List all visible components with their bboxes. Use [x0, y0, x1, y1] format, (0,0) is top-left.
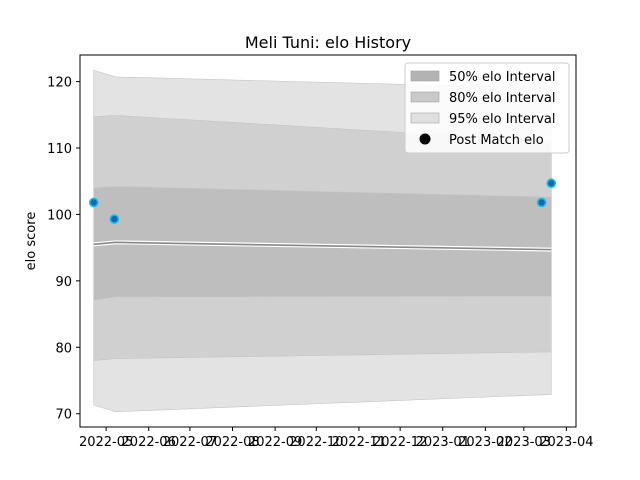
y-axis-label: elo score — [24, 212, 39, 271]
legend-marker — [419, 133, 431, 145]
x-tick-label: 2022-08 — [205, 435, 259, 450]
legend-label: 80% elo Interval — [449, 91, 556, 106]
x-tick-label: 2022-09 — [248, 435, 302, 450]
legend-label: 95% elo Interval — [449, 112, 556, 127]
legend: 50% elo Interval 80% elo Interval 95% elo … — [404, 62, 570, 154]
legend-swatch — [410, 112, 440, 124]
post-match-elo-point — [546, 178, 557, 189]
x-tick-label: 2023-02 — [458, 435, 512, 450]
x-tick-label: 2023-04 — [539, 435, 593, 450]
x-tick-label: 2022-06 — [122, 435, 176, 450]
legend-label: Post Match elo — [449, 133, 544, 148]
x-tick-label: 2022-05 — [79, 435, 133, 450]
post-match-elo-point — [109, 214, 120, 224]
plot-area — [88, 69, 557, 413]
axes-frame — [79, 54, 577, 428]
legend-swatch — [410, 91, 440, 103]
mean-line — [93, 241, 552, 251]
band-50-interval — [93, 186, 552, 301]
legend-box — [404, 62, 570, 154]
x-tick-label: 2022-10 — [289, 435, 343, 450]
x-tick-label: 2023-01 — [416, 435, 470, 450]
y-tick-label: 90 — [55, 275, 72, 290]
y-tick-label: 100 — [47, 208, 72, 223]
x-tick-label: 2022-11 — [332, 435, 386, 450]
y-tick-label: 120 — [47, 76, 72, 91]
y-tick-label: 70 — [55, 408, 72, 423]
y-axis: 70 80 90 100 110 120 — [47, 76, 80, 423]
post-match-elo-point — [536, 197, 547, 208]
y-tick-label: 80 — [55, 341, 72, 356]
legend-swatch — [410, 70, 440, 82]
chart-title: Meli Tuni: elo History — [245, 33, 411, 52]
post-match-elo-point — [88, 197, 99, 208]
x-tick-label: 2022-07 — [163, 435, 217, 450]
x-tick-label: 2022-12 — [373, 435, 427, 450]
x-axis: 2022-052022-062022-072022-082022-092022-… — [79, 427, 594, 450]
x-tick-label: 2023-03 — [497, 435, 551, 450]
legend-label: 50% elo Interval — [449, 70, 556, 85]
y-tick-label: 110 — [47, 142, 72, 157]
